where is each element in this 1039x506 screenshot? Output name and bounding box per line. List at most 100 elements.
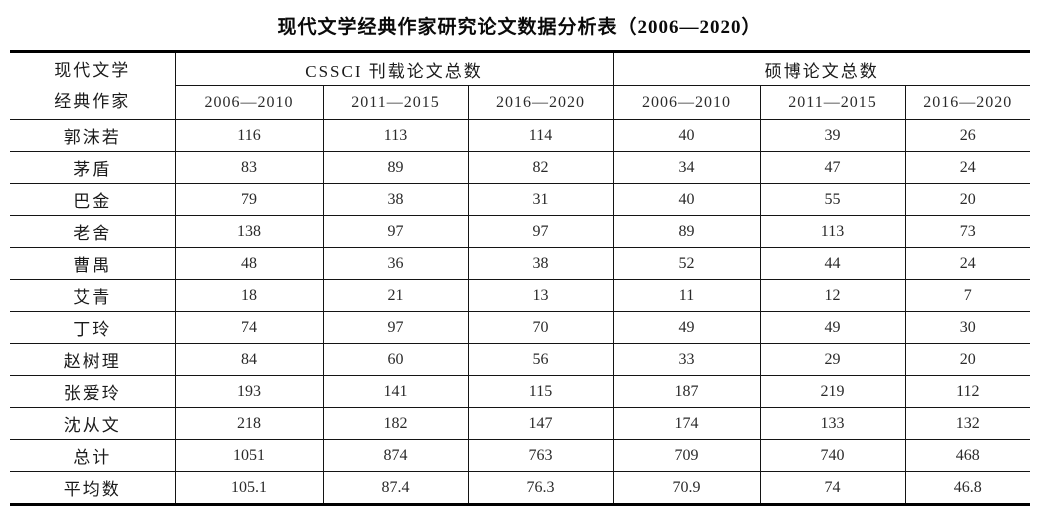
value-cell: 21 xyxy=(322,279,469,312)
value-cell: 874 xyxy=(322,439,469,472)
value-cell: 38 xyxy=(322,183,469,216)
value-cell: 219 xyxy=(759,375,906,408)
value-cell: 112 xyxy=(904,375,1031,408)
page-title: 现代文学经典作家研究论文数据分析表（2006—2020） xyxy=(277,17,762,38)
value-cell: 147 xyxy=(467,407,614,440)
value-cell: 174 xyxy=(612,407,761,440)
value-cell: 193 xyxy=(174,375,324,408)
value-cell: 105.1 xyxy=(174,471,324,505)
value-cell: 12 xyxy=(759,279,906,312)
value-cell: 113 xyxy=(759,215,906,248)
value-cell: 1051 xyxy=(174,439,324,472)
column-header-writers-line1: 现代文学 xyxy=(54,61,131,80)
value-cell: 46.8 xyxy=(904,471,1031,505)
writer-name-cell: 巴金 xyxy=(10,183,176,216)
value-cell: 141 xyxy=(322,375,469,408)
value-cell: 97 xyxy=(322,311,469,344)
writer-name-cell: 沈从文 xyxy=(10,407,176,440)
column-header-writers: 现代文学 经典作家 xyxy=(10,51,176,120)
value-cell: 83 xyxy=(174,151,324,184)
column-group-theses: 硕博论文总数 xyxy=(612,51,1031,86)
value-cell: 84 xyxy=(174,343,324,376)
value-cell: 40 xyxy=(612,183,761,216)
value-cell: 218 xyxy=(174,407,324,440)
value-cell: 56 xyxy=(467,343,614,376)
value-cell: 133 xyxy=(759,407,906,440)
value-cell: 187 xyxy=(612,375,761,408)
value-cell: 48 xyxy=(174,247,324,280)
value-cell: 24 xyxy=(904,247,1031,280)
value-cell: 49 xyxy=(612,311,761,344)
table-row: 沈从文 218 182 147 174 133 132 xyxy=(10,407,1031,440)
writer-name-cell: 平均数 xyxy=(10,471,176,505)
table-row: 张爱玲 193 141 115 187 219 112 xyxy=(10,375,1031,408)
column-header-cssci-2011-2015: 2011—2015 xyxy=(322,85,469,120)
research-papers-table: 现代文学 经典作家 CSSCI 刊载论文总数 硕博论文总数 2006—2010 … xyxy=(10,50,1031,506)
column-header-writers-line2: 经典作家 xyxy=(54,92,131,111)
value-cell: 20 xyxy=(904,183,1031,216)
value-cell: 76.3 xyxy=(467,471,614,505)
value-cell: 73 xyxy=(904,215,1031,248)
value-cell: 13 xyxy=(467,279,614,312)
column-header-theses-2016-2020: 2016—2020 xyxy=(904,85,1031,120)
table-row: 巴金 79 38 31 40 55 20 xyxy=(10,183,1031,216)
value-cell: 44 xyxy=(759,247,906,280)
value-cell: 468 xyxy=(904,439,1031,472)
table-row: 丁玲 74 97 70 49 49 30 xyxy=(10,311,1031,344)
writer-name-cell: 丁玲 xyxy=(10,311,176,344)
value-cell: 39 xyxy=(759,119,906,152)
value-cell: 89 xyxy=(612,215,761,248)
column-group-cssci: CSSCI 刊载论文总数 xyxy=(174,51,614,86)
column-header-cssci-2006-2010: 2006—2010 xyxy=(174,85,324,120)
table-row: 曹禺 48 36 38 52 44 24 xyxy=(10,247,1031,280)
value-cell: 33 xyxy=(612,343,761,376)
column-header-cssci-2016-2020: 2016—2020 xyxy=(467,85,614,120)
value-cell: 7 xyxy=(904,279,1031,312)
value-cell: 82 xyxy=(467,151,614,184)
table-row: 郭沫若 116 113 114 40 39 26 xyxy=(10,119,1031,152)
value-cell: 113 xyxy=(322,119,469,152)
header-year-row: 2006—2010 2011—2015 2016—2020 2006—2010 … xyxy=(10,85,1031,120)
table-row: 茅盾 83 89 82 34 47 24 xyxy=(10,151,1031,184)
value-cell: 97 xyxy=(322,215,469,248)
writer-name-cell: 郭沫若 xyxy=(10,119,176,152)
value-cell: 138 xyxy=(174,215,324,248)
column-header-theses-2006-2010: 2006—2010 xyxy=(612,85,761,120)
value-cell: 60 xyxy=(322,343,469,376)
value-cell: 11 xyxy=(612,279,761,312)
table-row: 总计 1051 874 763 709 740 468 xyxy=(10,439,1031,472)
writer-name-cell: 茅盾 xyxy=(10,151,176,184)
writer-name-cell: 总计 xyxy=(10,439,176,472)
value-cell: 38 xyxy=(467,247,614,280)
value-cell: 79 xyxy=(174,183,324,216)
writer-name-cell: 张爱玲 xyxy=(10,375,176,408)
value-cell: 114 xyxy=(467,119,614,152)
writer-name-cell: 艾青 xyxy=(10,279,176,312)
value-cell: 26 xyxy=(904,119,1031,152)
value-cell: 36 xyxy=(322,247,469,280)
table-row: 艾青 18 21 13 11 12 7 xyxy=(10,279,1031,312)
table-row: 老舍 138 97 97 89 113 73 xyxy=(10,215,1031,248)
value-cell: 115 xyxy=(467,375,614,408)
value-cell: 18 xyxy=(174,279,324,312)
value-cell: 763 xyxy=(467,439,614,472)
value-cell: 132 xyxy=(904,407,1031,440)
value-cell: 70 xyxy=(467,311,614,344)
header-group-row: 现代文学 经典作家 CSSCI 刊载论文总数 硕博论文总数 xyxy=(10,51,1031,120)
table-body: 郭沫若 116 113 114 40 39 26 茅盾 83 89 82 34 47 24 巴金 79 38 31… xyxy=(10,119,1031,505)
value-cell: 740 xyxy=(759,439,906,472)
writer-name-cell: 赵树理 xyxy=(10,343,176,376)
writer-name-cell: 老舍 xyxy=(10,215,176,248)
table-row: 赵树理 84 60 56 33 29 20 xyxy=(10,343,1031,376)
value-cell: 52 xyxy=(612,247,761,280)
value-cell: 31 xyxy=(467,183,614,216)
value-cell: 182 xyxy=(322,407,469,440)
value-cell: 74 xyxy=(174,311,324,344)
value-cell: 24 xyxy=(904,151,1031,184)
value-cell: 55 xyxy=(759,183,906,216)
value-cell: 20 xyxy=(904,343,1031,376)
value-cell: 97 xyxy=(467,215,614,248)
value-cell: 116 xyxy=(174,119,324,152)
value-cell: 34 xyxy=(612,151,761,184)
column-header-theses-2011-2015: 2011—2015 xyxy=(759,85,906,120)
